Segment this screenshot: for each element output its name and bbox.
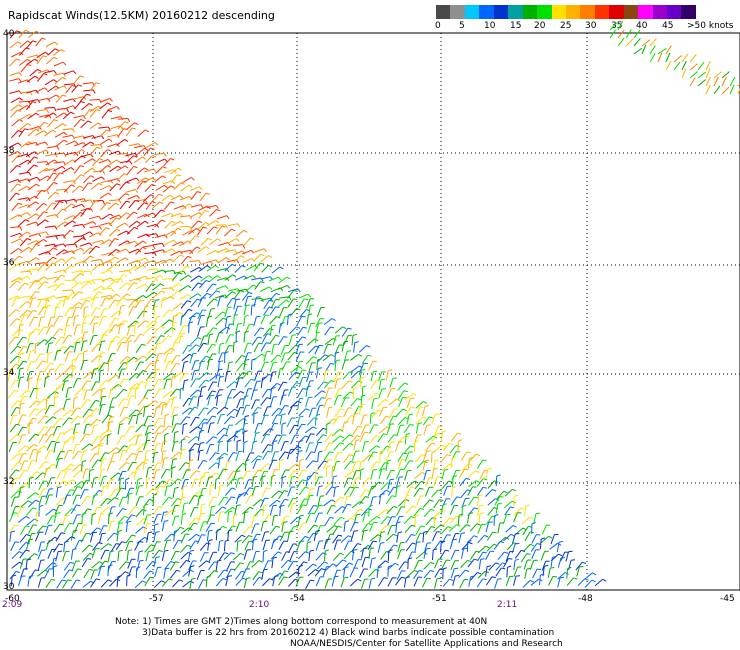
scale-swatch-6	[522, 5, 538, 19]
scale-swatch-5	[508, 5, 523, 19]
time-label-211: 2:11	[497, 600, 518, 610]
lat-label-38: 38	[3, 146, 15, 156]
scale-label-5: 25	[560, 21, 572, 31]
lon-label-60: -60	[5, 594, 20, 604]
scale-swatch-12	[609, 5, 624, 19]
lon-label-57: -57	[149, 594, 164, 604]
scale-swatch-15	[652, 5, 667, 19]
scale-swatch-2	[464, 5, 480, 19]
lat-label-34: 34	[3, 368, 15, 378]
note-line-2: 3)Data buffer is 22 hrs from 20160212 4)…	[142, 628, 555, 638]
scale-label-4: 20	[534, 21, 546, 31]
lon-label-48: -48	[578, 594, 593, 604]
scale-swatch-10	[580, 5, 595, 19]
wind-speed-color-scale	[436, 5, 696, 19]
note-line-3: NOAA/NESDIS/Center for Satellite Applica…	[290, 639, 563, 649]
lat-label-30: 30	[3, 582, 15, 592]
scale-label-1: 5	[459, 21, 465, 31]
lon-label-45: -45	[720, 594, 735, 604]
note-line-1: Note: 1) Times are GMT 2)Times along bot…	[115, 617, 488, 627]
scale-label-7: 35	[611, 21, 623, 31]
lat-label-32: 32	[3, 477, 15, 487]
map-frame	[6, 32, 740, 591]
scale-swatch-11	[594, 5, 610, 19]
lon-label-54: -54	[290, 594, 305, 604]
scale-swatch-1	[450, 5, 465, 19]
scale-swatch-16	[667, 5, 682, 19]
scale-label-3: 15	[510, 21, 522, 31]
scale-label-9: 45	[662, 21, 674, 31]
lat-lon-grid	[7, 33, 740, 590]
time-label-210: 2:10	[249, 600, 270, 610]
scale-swatch-8	[551, 5, 566, 19]
time-label-209: 2:09	[2, 600, 23, 610]
scale-swatch-14	[638, 5, 653, 19]
scale-label-0: 0	[435, 21, 441, 31]
scale-label-6: 30	[585, 21, 597, 31]
lat-label-40: 40	[3, 29, 15, 39]
scale-swatch-7	[537, 5, 552, 19]
lon-label-51: -51	[432, 594, 447, 604]
scale-label-2: 10	[484, 21, 496, 31]
scale-swatch-17	[681, 5, 696, 19]
scale-swatch-13	[623, 5, 639, 19]
scale-label-8: 40	[636, 21, 648, 31]
lat-label-36: 36	[3, 258, 15, 268]
scale-label-10: >50 knots	[687, 21, 734, 31]
wind-speed-scale-labels: 0 5 10 15 20 25 30 35 40 45 >50 knots	[430, 21, 740, 33]
scale-swatch-9	[565, 5, 581, 19]
scale-swatch-0	[436, 5, 451, 19]
scale-swatch-4	[493, 5, 509, 19]
wind-barbs	[7, 20, 740, 590]
scale-swatch-3	[479, 5, 494, 19]
map-title: Rapidscat Winds(12.5KM) 20160212 descend…	[8, 9, 275, 22]
